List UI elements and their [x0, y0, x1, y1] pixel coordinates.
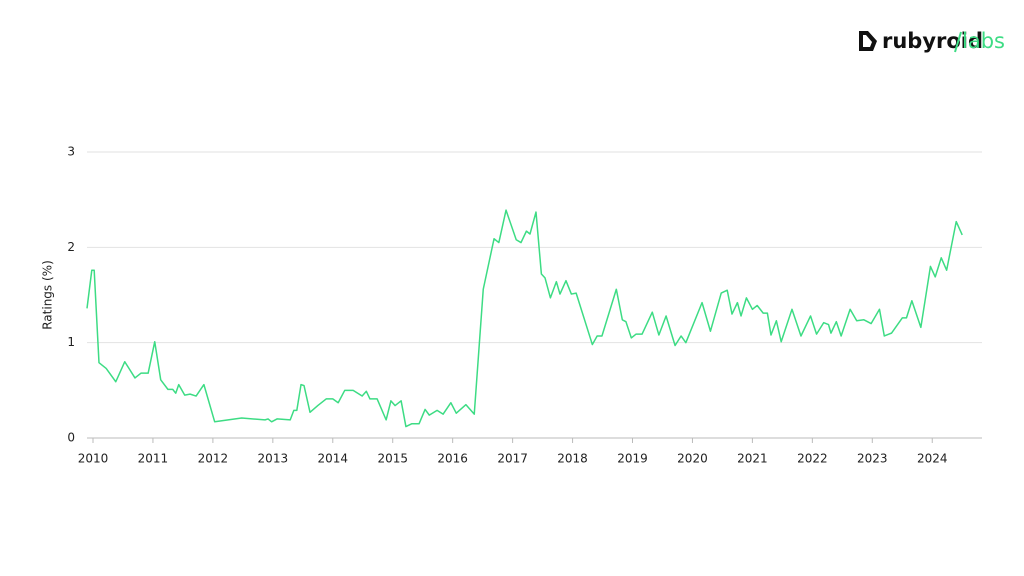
line-series [86, 209, 963, 428]
y-tick-label: 2 [67, 240, 75, 254]
x-tick-label: 2016 [437, 452, 468, 466]
x-tick-label: 2017 [497, 452, 528, 466]
x-tick-label: 2023 [857, 452, 888, 466]
y-tick-label: 0 [67, 431, 75, 445]
x-tick-label: 2015 [377, 452, 408, 466]
y-tick-label: 1 [67, 335, 75, 349]
y-axis-label: Ratings (%) [41, 260, 55, 330]
y-tick-label: 3 [67, 145, 75, 159]
x-tick-label: 2020 [677, 452, 708, 466]
x-tick-label: 2024 [917, 452, 948, 466]
logo-suffix: labs [962, 29, 1005, 53]
logo-slash [954, 31, 962, 53]
x-tick-label: 2012 [198, 452, 229, 466]
x-tick-label: 2010 [78, 452, 109, 466]
logo: rubyroid labs [859, 29, 1005, 53]
x-tick-label: 2014 [318, 452, 349, 466]
logo-name: rubyroid [882, 29, 983, 53]
logo-icon [859, 31, 877, 51]
x-tick-label: 2021 [737, 452, 768, 466]
x-tick-label: 2019 [617, 452, 648, 466]
x-tick-label: 2018 [557, 452, 588, 466]
x-tick-label: 2022 [797, 452, 828, 466]
x-tick-label: 2011 [138, 452, 169, 466]
x-tick-label: 2013 [258, 452, 289, 466]
